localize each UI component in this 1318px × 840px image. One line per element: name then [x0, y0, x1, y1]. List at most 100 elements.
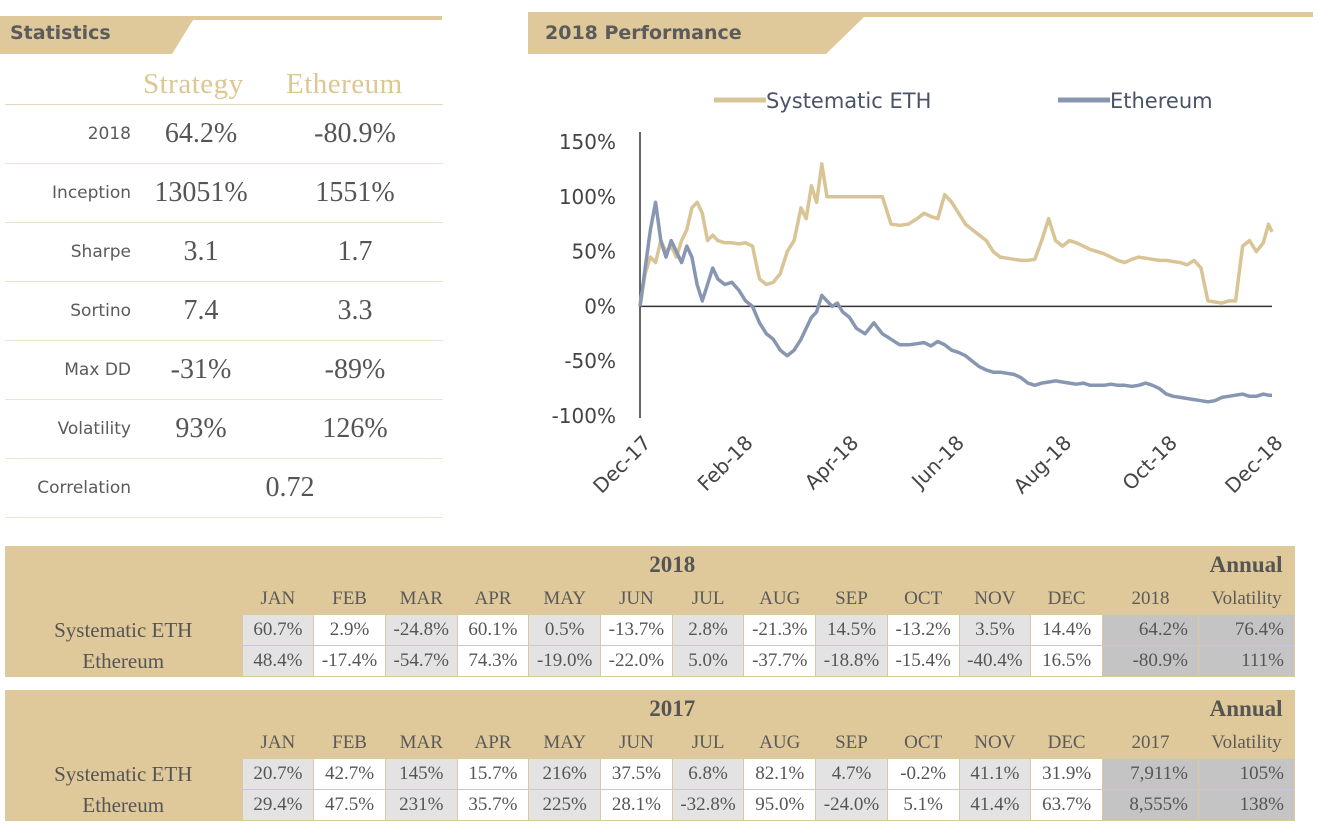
stat-ethereum-value: -89% [324, 354, 386, 385]
x-tick-label: Feb-18 [693, 431, 758, 496]
month-return-cell: -32.8% [671, 789, 745, 821]
x-tick-label: Oct-18 [1117, 431, 1182, 496]
annual-year-header: 2017 [1131, 732, 1170, 753]
stat-row-2018: 2018 64.2% -80.9% [5, 105, 443, 164]
month-header: DEC [1047, 588, 1086, 609]
stat-strategy-value: -31% [170, 354, 232, 385]
month-return-cell: 5.1% [886, 789, 960, 821]
strategy-column-header: Strategy [143, 68, 244, 100]
x-tick-label: Apr-18 [800, 431, 864, 495]
stat-label: Sortino [70, 301, 131, 321]
table-year: 2017 [649, 696, 696, 721]
month-header: MAY [543, 588, 586, 609]
stat-row-sharpe: Sharpe 3.1 1.7 [5, 223, 443, 282]
month-return-cell: 14.4% [1030, 614, 1103, 646]
stat-strategy-value: 7.4 [183, 295, 219, 326]
statistics-title: Statistics [10, 22, 111, 44]
stat-label: Inception [52, 183, 131, 203]
month-return-cell: 16.5% [1030, 645, 1103, 677]
month-return-cell: 0.5% [528, 614, 602, 646]
month-return-cell: -37.7% [743, 645, 817, 677]
y-tick-label: -100% [552, 404, 616, 428]
stat-ethereum-value: 1.7 [337, 236, 373, 267]
x-tick-label: Dec-18 [1220, 431, 1287, 498]
volatility-header: Volatility [1211, 732, 1282, 753]
month-return-cell: 216% [528, 758, 602, 790]
month-return-cell: 5.0% [671, 645, 745, 677]
stat-row-max-dd: Max DD -31% -89% [5, 341, 443, 400]
performance-banner-shape [528, 12, 1313, 54]
legend-label: Systematic ETH [766, 89, 931, 113]
stat-row-sortino: Sortino 7.4 3.3 [5, 282, 443, 341]
statistics-banner: Statistics [0, 14, 442, 54]
month-return-cell: 48.4% [241, 645, 315, 677]
performance-banner: 2018 Performance [528, 12, 1313, 54]
x-tick-label: Dec-17 [588, 431, 655, 498]
month-header: APR [474, 732, 512, 753]
month-return-cell: -21.3% [743, 614, 817, 646]
chart-series [638, 162, 1274, 404]
empty-cell [5, 728, 242, 759]
x-tick-label: Jun-18 [905, 431, 969, 495]
month-return-cell: -24.8% [384, 614, 458, 646]
monthly-table-2017: 2017 Annual JAN FEB MAR APR MAY JUN JUL AUG SEP O… [5, 690, 1295, 821]
month-return-cell: 14.5% [815, 614, 888, 646]
month-return-cell: 28.1% [600, 789, 673, 821]
month-header: OCT [904, 588, 943, 609]
month-header: MAY [543, 732, 586, 753]
stat-strategy-value: 93% [175, 413, 227, 444]
row-name: Ethereum [5, 789, 242, 821]
month-header-row: JAN FEB MAR APR MAY JUN JUL AUG SEP OCT NOV DEC 2017… [5, 728, 1295, 759]
y-tick-label: 0% [584, 294, 616, 318]
annual-return-cell: 8,555% [1102, 789, 1199, 821]
month-return-cell: -0.2% [886, 758, 960, 790]
annual-return-cell: 64.2% [1102, 614, 1199, 646]
row-name: Systematic ETH [5, 614, 242, 646]
stat-ethereum-value: 1551% [315, 177, 395, 208]
stat-ethereum-value: 126% [322, 413, 388, 444]
y-tick-label: 50% [572, 240, 616, 264]
annual-return-cell: -80.9% [1102, 645, 1199, 677]
month-return-cell: -19.0% [528, 645, 602, 677]
stat-ethereum-value: 3.3 [337, 295, 373, 326]
y-tick-label: 100% [559, 185, 616, 209]
performance-chart: Systematic ETH Ethereum 150% 100% 50% 0% -50%… [552, 89, 1288, 499]
statistics-table: Strategy Ethereum 2018 64.2% -80.9% Ince… [5, 66, 443, 518]
month-return-cell: 47.5% [313, 789, 386, 821]
month-header: JUL [691, 732, 725, 753]
month-return-cell: -40.4% [958, 645, 1032, 677]
ethereum-line [638, 200, 1272, 404]
statistics-header: Strategy Ethereum [5, 66, 443, 105]
y-axis: 150% 100% 50% 0% -50% -100% [552, 130, 1272, 428]
month-return-cell: 41.4% [958, 789, 1032, 821]
table-row: Systematic ETH 20.7% 42.7% 145% 15.7% 216% 37.… [5, 758, 1295, 790]
month-return-cell: -24.0% [815, 789, 888, 821]
volatility-cell: 138% [1198, 789, 1295, 821]
performance-title: 2018 Performance [545, 22, 742, 44]
volatility-cell: 105% [1198, 758, 1295, 790]
month-return-cell: -13.2% [886, 614, 960, 646]
table-row: Systematic ETH 60.7% 2.9% -24.8% 60.1% 0.5% -1… [5, 614, 1295, 646]
month-header: NOV [974, 588, 1016, 609]
statistics-banner-shape [0, 16, 442, 54]
x-tick-label: Aug-18 [1009, 431, 1077, 499]
month-return-cell: 41.1% [958, 758, 1032, 790]
legend-label: Ethereum [1110, 89, 1213, 113]
y-tick-label: -50% [564, 349, 616, 373]
stat-label: Sharpe [70, 242, 131, 262]
month-header: JAN [260, 732, 296, 753]
month-header: AUG [759, 732, 801, 753]
stat-label: Correlation [37, 478, 131, 498]
ethereum-column-header: Ethereum [286, 68, 403, 100]
month-return-cell: 74.3% [456, 645, 530, 677]
month-header: SEP [835, 732, 868, 753]
month-header: AUG [759, 588, 801, 609]
month-return-cell: 145% [384, 758, 458, 790]
month-return-cell: 2.8% [671, 614, 745, 646]
table-row: Ethereum 29.4% 47.5% 231% 35.7% 225% 28.1% -32.… [5, 789, 1295, 821]
stat-row-inception: Inception 13051% 1551% [5, 164, 443, 223]
annual-header: Annual [1209, 552, 1283, 577]
month-return-cell: 63.7% [1030, 789, 1103, 821]
month-return-cell: 31.9% [1030, 758, 1103, 790]
month-header: FEB [332, 588, 367, 609]
